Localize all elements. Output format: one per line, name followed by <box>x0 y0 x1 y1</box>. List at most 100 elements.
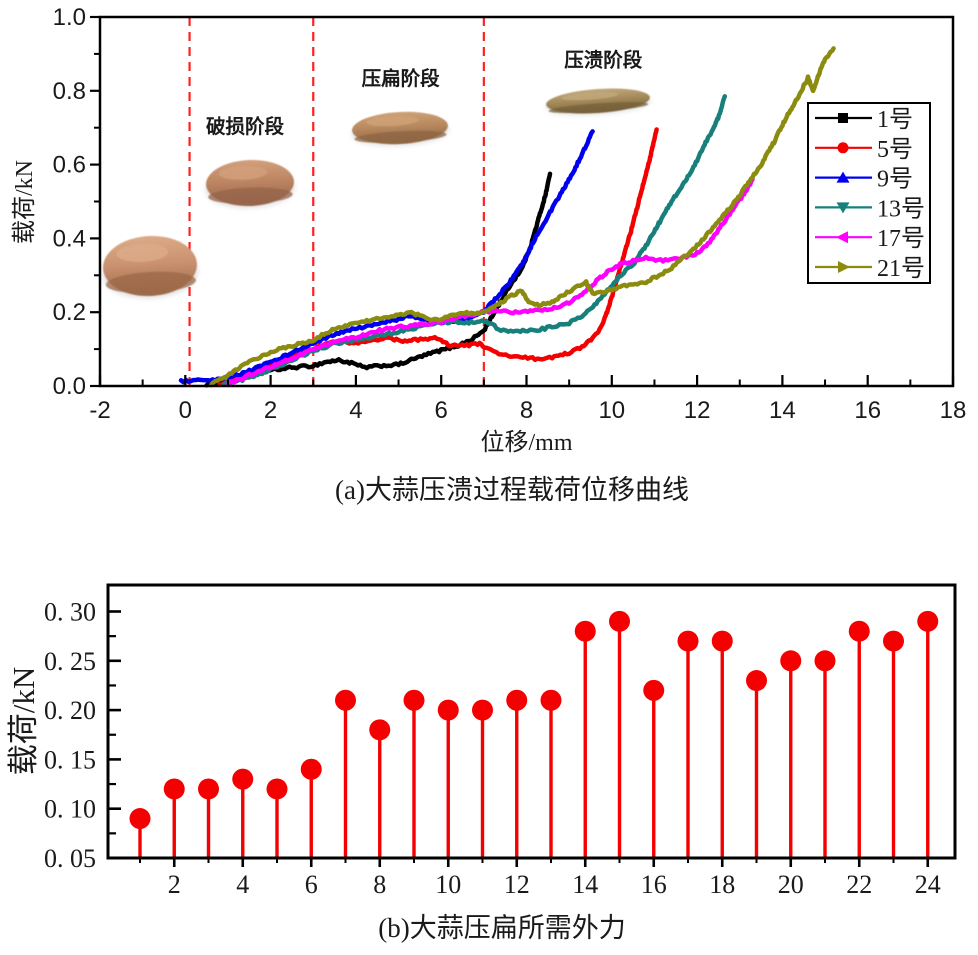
stem-point-10 <box>437 699 459 858</box>
stem-point-21 <box>814 650 836 858</box>
stem-point-8 <box>369 719 391 858</box>
y-tick-label-a: 0.2 <box>53 299 86 326</box>
stem-point-19 <box>746 670 767 858</box>
y-tick-label-b: 0. 05 <box>44 844 96 873</box>
legend-entry-1号: 1号 <box>815 107 913 133</box>
x-tick-label-b: 14 <box>572 870 598 899</box>
x-tick-label-b: 2 <box>168 870 181 899</box>
stem-point-11 <box>472 699 493 858</box>
flatten-force-chart: 0. 050. 100. 150. 200. 250. 302 4 6 8 10 12 14… <box>6 583 957 900</box>
x-axis-title-a: 位移/mm <box>480 429 572 456</box>
stem-series <box>129 610 939 858</box>
legend-label: 9号 <box>877 167 913 193</box>
legend-entry-17号: 17号 <box>815 226 925 252</box>
stem-point-7 <box>335 689 356 858</box>
garlic-clove-crushed <box>546 88 651 115</box>
legend-marker-triangle-left <box>836 231 848 244</box>
x-tick-label-b: 22 <box>846 870 872 899</box>
stem-point-13 <box>540 689 562 858</box>
series-curves <box>178 46 836 388</box>
caption-b: (b)大蒜压扁所需外力 <box>378 913 626 943</box>
legend-label: 13号 <box>877 196 925 222</box>
stem-point-3 <box>198 778 219 858</box>
y-tick-label-a: 0.4 <box>53 225 86 252</box>
y-tick-label-a: 0.8 <box>53 78 86 105</box>
stage-label: 压溃阶段 <box>564 48 643 71</box>
x-tick-label-a: 14 <box>769 397 796 424</box>
x-tick-label-b: 6 <box>305 870 318 899</box>
stem-point-23 <box>883 630 904 858</box>
stem-point-20 <box>780 650 802 858</box>
stem-point-18 <box>711 630 733 858</box>
stage-boundary-lines <box>188 17 485 386</box>
stem-point-24 <box>917 610 939 858</box>
x-tick-label-a: 10 <box>598 397 625 424</box>
x-tick-label-a: 16 <box>854 397 881 424</box>
y-tick-label-b: 0. 20 <box>44 696 96 725</box>
x-tick-label-a: 6 <box>435 397 448 424</box>
load-displacement-chart: -2 0 2 4 6 8 10 12 14 16 18 0.0 0.2 0.4 0.6 0.8 1.0 破损阶段 压… <box>11 4 967 456</box>
garlic-clove-flattened <box>352 111 449 146</box>
x-tick-label-a: 8 <box>520 397 533 424</box>
stem-point-15 <box>609 610 630 858</box>
stage-label: 压扁阶段 <box>362 67 441 90</box>
y-axis-title-a: 载荷/kN <box>11 160 38 244</box>
x-tick-label-a: -2 <box>89 397 110 424</box>
x-tick-label-b: 16 <box>641 870 667 899</box>
x-tick-label-b: 20 <box>778 870 804 899</box>
legend-marker-triangle-down <box>836 202 850 214</box>
legend-label: 5号 <box>877 137 913 163</box>
stem-point-2 <box>163 778 185 858</box>
garlic-photos <box>103 88 651 298</box>
y-tick-label-b: 0. 30 <box>44 598 96 627</box>
garlic-clove-intact <box>103 235 198 298</box>
series-curve-5 <box>225 177 755 387</box>
x-tick-label-a: 2 <box>264 397 277 424</box>
axes-ticks-a: -2 0 2 4 6 8 10 12 14 16 18 0.0 0.2 0.4 0.6 0.8 1.0 <box>53 4 967 424</box>
legend-entry-13号: 13号 <box>815 196 925 222</box>
x-tick-label-b: 18 <box>709 870 735 899</box>
x-tick-label-a: 18 <box>940 397 967 424</box>
x-tick-label-b: 8 <box>373 870 386 899</box>
legend-label: 21号 <box>877 256 925 282</box>
x-tick-label-b: 24 <box>915 870 941 899</box>
legend: 1号 5号 9号 13号 17号 21号 <box>807 102 931 284</box>
stem-point-22 <box>848 620 870 858</box>
stem-point-14 <box>574 620 596 858</box>
stem-point-17 <box>677 630 699 858</box>
axes-ticks-b: 0. 050. 100. 150. 200. 250. 302 4 6 8 10 12 14… <box>44 598 941 900</box>
legend-entry-5号: 5号 <box>815 137 913 163</box>
series-curve-6 <box>208 46 836 388</box>
stem-point-12 <box>506 689 528 858</box>
caption-a: (a)大蒜压溃过程载荷位移曲线 <box>335 475 689 505</box>
legend-marker-triangle-up <box>836 171 850 183</box>
stage-label: 破损阶段 <box>206 115 285 138</box>
x-tick-label-a: 12 <box>684 397 711 424</box>
plot-frame-b <box>106 583 957 860</box>
legend-box <box>807 102 931 284</box>
legend-entry-21号: 21号 <box>815 256 925 282</box>
y-tick-label-b: 0. 10 <box>44 795 96 824</box>
x-tick-label-b: 10 <box>435 870 461 899</box>
y-tick-label-a: 1.0 <box>53 4 86 31</box>
legend-marker-square <box>838 113 848 123</box>
stem-point-6 <box>300 758 322 858</box>
y-axis-title-b: 载荷/kN <box>6 667 41 776</box>
stem-point-4 <box>232 768 254 858</box>
y-tick-label-b: 0. 15 <box>44 745 96 774</box>
legend-label: 1号 <box>877 107 913 133</box>
stem-point-1 <box>129 808 151 858</box>
x-tick-label-a: 4 <box>349 397 362 424</box>
x-tick-label-b: 12 <box>504 870 530 899</box>
stem-point-9 <box>403 689 425 858</box>
x-tick-label-a: 0 <box>179 397 192 424</box>
legend-marker-circle <box>837 142 849 154</box>
x-tick-label-b: 4 <box>236 870 249 899</box>
legend-marker-triangle-right <box>838 261 850 273</box>
legend-entry-9号: 9号 <box>815 167 913 193</box>
legend-label: 17号 <box>877 226 925 252</box>
y-tick-label-b: 0. 25 <box>44 647 96 676</box>
stem-point-5 <box>266 778 288 858</box>
stage-annotations: 破损阶段 压扁阶段 压溃阶段 <box>206 48 643 137</box>
